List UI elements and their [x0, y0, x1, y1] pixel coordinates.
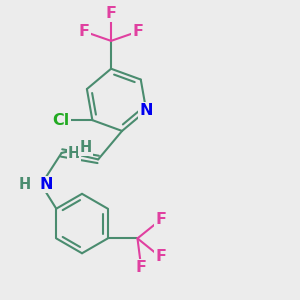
Text: F: F [132, 24, 143, 39]
Text: H: H [68, 146, 80, 161]
Text: F: F [136, 260, 147, 275]
Text: N: N [40, 177, 53, 192]
Text: H: H [80, 140, 92, 155]
Text: Cl: Cl [52, 112, 69, 128]
Text: N: N [140, 103, 153, 118]
Text: F: F [155, 212, 166, 227]
Text: F: F [79, 24, 90, 39]
Text: F: F [106, 5, 117, 20]
Text: H: H [18, 177, 31, 192]
Text: F: F [155, 250, 166, 265]
